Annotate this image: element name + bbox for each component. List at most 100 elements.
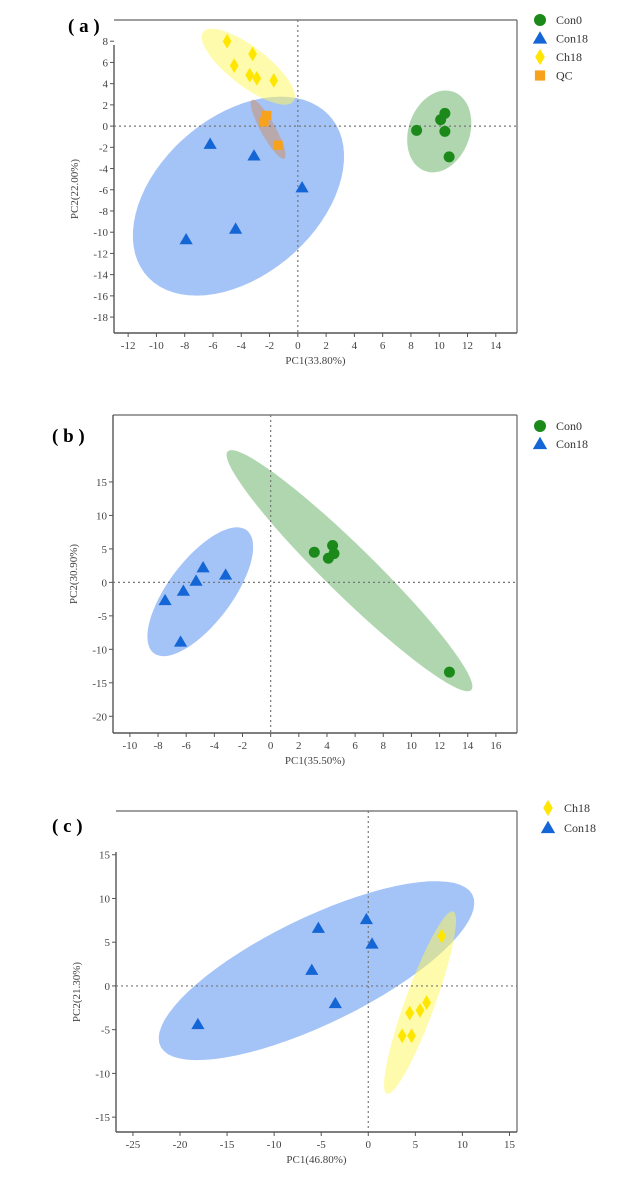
point-con18 bbox=[191, 1017, 205, 1030]
x-tick-label: 8 bbox=[381, 740, 387, 752]
point-con18 bbox=[305, 963, 319, 975]
y-tick-label: 0 bbox=[102, 577, 108, 589]
x-tick-label: 5 bbox=[413, 1139, 419, 1151]
y-tick-label: 5 bbox=[102, 544, 108, 556]
x-tick-label: 15 bbox=[504, 1139, 516, 1151]
confidence-ellipse-con18 bbox=[147, 527, 254, 657]
point-con0 bbox=[411, 124, 423, 136]
x-tick-label: 2 bbox=[296, 740, 302, 752]
point-con18 bbox=[219, 568, 233, 580]
point-con18 bbox=[158, 593, 172, 606]
y-tick-label: -2 bbox=[99, 142, 108, 154]
point-con0 bbox=[439, 107, 451, 119]
y-tick-label: -16 bbox=[93, 291, 108, 303]
y-tick-label: -5 bbox=[101, 1025, 111, 1037]
y-tick-label: -15 bbox=[92, 678, 107, 690]
point-con0 bbox=[308, 546, 320, 558]
x-tick-label: -10 bbox=[123, 740, 138, 752]
legend-label: Con18 bbox=[556, 437, 588, 451]
point-con18 bbox=[179, 233, 193, 245]
point-ch18 bbox=[405, 1005, 415, 1021]
x-tick-label: -20 bbox=[173, 1139, 188, 1151]
legend-label: Con0 bbox=[556, 419, 582, 433]
x-tick-label: -8 bbox=[180, 340, 190, 352]
point-con18 bbox=[359, 912, 373, 925]
y-tick-label: -12 bbox=[93, 248, 108, 260]
x-tick-label: 12 bbox=[434, 740, 445, 752]
x-tick-label: 8 bbox=[408, 340, 414, 352]
x-tick-label: -12 bbox=[121, 340, 136, 352]
x-tick-label: 0 bbox=[268, 740, 274, 752]
x-tick-label: 14 bbox=[462, 740, 474, 752]
x-tick-label: 6 bbox=[352, 740, 358, 752]
y-tick-label: 6 bbox=[103, 57, 109, 69]
point-con18 bbox=[173, 635, 188, 647]
point-con18 bbox=[365, 937, 379, 949]
x-tick-label: -2 bbox=[265, 340, 274, 352]
y-tick-label: 15 bbox=[96, 477, 108, 489]
x-tick-label: 2 bbox=[323, 340, 329, 352]
x-tick-label: -2 bbox=[238, 740, 247, 752]
panel-b: -10 -8 -6 -4 -2 0 2 4 6 8 10 12 14 16151050-5-10-15-2… bbox=[52, 414, 588, 767]
point-qc bbox=[273, 140, 283, 150]
x-tick-label: -10 bbox=[267, 1139, 282, 1151]
y-tick-label: 15 bbox=[99, 850, 111, 862]
y-tick-label: -5 bbox=[98, 611, 108, 623]
legend-marker-con18 bbox=[532, 436, 548, 450]
x-tick-label: -4 bbox=[210, 740, 220, 752]
y-tick-label: -10 bbox=[95, 1068, 110, 1080]
point-con18 bbox=[229, 222, 243, 234]
point-con18 bbox=[295, 181, 309, 193]
point-con0 bbox=[443, 151, 455, 163]
y-tick-label: -14 bbox=[93, 270, 108, 282]
panel-a: -12 -10 -8 -6 -4 -2 0 2 4 6 8 10 12 14 8 6 4 2 0 -2 -4 -6 -8 -1… bbox=[68, 13, 588, 367]
x-tick-label: 0 bbox=[366, 1139, 372, 1151]
x-tick-label: -15 bbox=[220, 1139, 235, 1151]
point-con18 bbox=[176, 584, 190, 596]
point-ch18 bbox=[222, 33, 232, 49]
y-tick-label: 4 bbox=[103, 79, 109, 91]
panel-c: -25 -20 -15 -10 -5 0 5 10 15 15 10 5 0 -5 -10 -15 PC1(46… bbox=[52, 799, 596, 1166]
panel-label: ( c ) bbox=[52, 816, 83, 837]
point-ch18 bbox=[229, 58, 239, 74]
y-tick-label: 10 bbox=[99, 893, 111, 905]
point-con0 bbox=[328, 548, 340, 560]
y-tick-label: -4 bbox=[99, 164, 109, 176]
y-tick-label: -10 bbox=[92, 644, 107, 656]
legend-marker-con18 bbox=[532, 31, 548, 44]
x-tick-label: 14 bbox=[490, 340, 502, 352]
x-tick-label: -5 bbox=[317, 1139, 327, 1151]
y-tick-label: -15 bbox=[95, 1112, 110, 1124]
legend-marker-ch18 bbox=[535, 48, 545, 66]
y-tick-label: -6 bbox=[99, 185, 109, 197]
panel-label: ( b ) bbox=[52, 426, 85, 447]
x-tick-label: -6 bbox=[182, 740, 192, 752]
x-tick-label: -8 bbox=[153, 740, 163, 752]
y-tick-label: 0 bbox=[103, 121, 109, 133]
point-qc bbox=[259, 117, 269, 127]
y-tick-label: 10 bbox=[96, 510, 108, 522]
legend-label: Con18 bbox=[556, 32, 588, 46]
point-con18 bbox=[328, 996, 342, 1009]
point-ch18 bbox=[252, 70, 262, 86]
confidence-ellipse-ch18 bbox=[201, 28, 295, 105]
x-tick-label: -25 bbox=[126, 1139, 141, 1151]
x-tick-label: 10 bbox=[434, 340, 446, 352]
legend-label: Ch18 bbox=[556, 50, 582, 64]
legend-label: Con0 bbox=[556, 13, 582, 27]
y-tick-label: -8 bbox=[99, 206, 109, 218]
y-tick-label: 5 bbox=[105, 937, 111, 949]
confidence-ellipse-con0 bbox=[226, 450, 473, 692]
x-tick-label: -6 bbox=[208, 340, 218, 352]
legend-marker-con0 bbox=[534, 420, 546, 432]
x-tick-label: 4 bbox=[324, 740, 330, 752]
x-tick-label: -10 bbox=[149, 340, 164, 352]
point-con0 bbox=[439, 125, 451, 137]
point-ch18 bbox=[437, 928, 447, 944]
x-axis-label: PC1(35.50%) bbox=[285, 755, 346, 767]
y-axis-label: PC2(21.30%) bbox=[71, 962, 83, 1023]
point-con18 bbox=[189, 574, 203, 586]
point-con18 bbox=[203, 137, 217, 149]
y-tick-label: -10 bbox=[93, 227, 108, 239]
